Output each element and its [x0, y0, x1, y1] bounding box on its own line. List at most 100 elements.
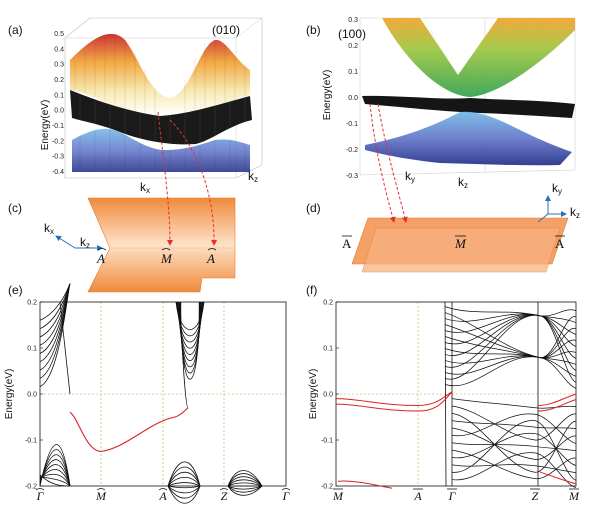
panel-a-ytick: -0.2 [52, 138, 64, 145]
band-surface-lower [72, 128, 250, 172]
panel-a-surface: (010) [212, 23, 240, 37]
bulk-band [39, 283, 71, 388]
panel-b-kz: kz [458, 175, 468, 190]
bulk-band [451, 464, 577, 474]
panel-f-ytick: 0.0 [323, 392, 333, 399]
bulk-band [167, 485, 201, 499]
panel-c-kx: kx [44, 221, 54, 236]
bulk-band [167, 482, 201, 487]
panel-d-point-A2: A [555, 236, 565, 251]
panel-f-xtick: A [413, 489, 422, 503]
panel-a-ytick: -0.4 [52, 169, 64, 176]
panel-f-label: (f) [306, 283, 317, 297]
bulk-band [39, 474, 71, 487]
panel-f-xtick: M [568, 489, 580, 503]
panel-b-ytick: -0.1 [346, 121, 358, 128]
bulk-band [451, 398, 577, 409]
surface-state [537, 399, 577, 412]
bulk-band [227, 485, 263, 496]
bulk-band [227, 485, 263, 490]
panel-a-ytick: -0.3 [52, 154, 64, 161]
bulk-band [451, 420, 577, 481]
panel-b-ytick: 0.3 [348, 17, 358, 24]
band-surface-lower-b [365, 111, 572, 166]
panel-e-ytick: -0.1 [25, 438, 37, 445]
panel-e-xtick: Γ [282, 489, 291, 503]
panel-e-xtick: Γ [36, 489, 45, 503]
bulk-band [227, 482, 263, 487]
slab-c [87, 197, 236, 293]
panel-b-ytick: -0.2 [346, 147, 358, 154]
panel-f-xtick: M [332, 489, 344, 503]
panel-e-xtick: Z [221, 489, 228, 503]
panel-a-ytick: 0.4 [54, 46, 64, 53]
panel-c-point-A1: A [96, 251, 105, 266]
surface-state [537, 393, 577, 406]
bulk-band [444, 356, 577, 377]
panel-a-label: (a) [8, 23, 23, 37]
bulk-band [451, 420, 577, 430]
panel-e-ylabel: Energy(eV) [4, 369, 15, 420]
panel-a-ytick: -0.1 [52, 123, 64, 130]
panel-a-ytick: 0.0 [54, 108, 64, 115]
bulk-band [227, 476, 263, 487]
panel-c-point-M: M [160, 251, 173, 266]
panel-b-ytick: 0.1 [348, 69, 358, 76]
bulk-band [167, 485, 201, 504]
panel-e: (e) 0.20.10.0-0.1-0.2Γ M A Z Γ Energy(eV) [4, 283, 291, 504]
panel-f-ytick: 0.2 [323, 300, 333, 307]
bulk-band [444, 313, 577, 323]
panel-d: (d) ky kz A M A [306, 103, 580, 273]
panel-b: (b) 0.30.20.10.0-0.1-0.2-0.3 Energy(eV) … [306, 17, 576, 190]
panel-a-ytick: 0.1 [54, 92, 64, 99]
bulk-band [444, 356, 577, 389]
bulk-band [167, 485, 201, 489]
panel-a-kx: kx [140, 180, 150, 195]
panel-a-yticks: 0.5 0.4 0.3 0.2 0.1 0.0 -0.1 -0.2 -0.3 -0.4 [52, 31, 64, 176]
surface-state [69, 407, 189, 453]
panel-e-ytick: -0.2 [25, 484, 37, 491]
bulk-band [167, 476, 201, 487]
bulk-band [167, 466, 201, 487]
surface-state [335, 391, 453, 407]
panel-a-ytick: 0.5 [54, 31, 64, 38]
bulk-band [451, 413, 577, 444]
panel-d-label: (d) [306, 201, 321, 215]
band-surface-upper [70, 33, 250, 116]
panel-f-ylabel: Energy(eV) [308, 369, 319, 420]
bulk-band [444, 315, 577, 383]
panel-f-ytick: -0.2 [321, 484, 333, 491]
panel-f-xtick: Γ [448, 489, 457, 503]
panel-a-ytick: 0.2 [54, 77, 64, 84]
panel-e-label: (e) [8, 283, 23, 297]
bulk-band [167, 485, 201, 494]
bulk-band [227, 479, 263, 487]
panel-a-kz: kz [248, 169, 258, 184]
panel-b-yticks: 0.3 0.2 0.1 0.0 -0.1 -0.2 -0.3 [346, 17, 358, 180]
panel-c-label: (c) [8, 201, 22, 215]
panel-a-ytick: 0.3 [54, 62, 64, 69]
bulk-band [39, 473, 71, 487]
panel-e-ytick: 0.0 [27, 392, 37, 399]
panel-f-ytick: -0.1 [321, 438, 333, 445]
bulk-band [451, 432, 577, 466]
bulk-band [451, 427, 577, 460]
panel-d-ky: ky [552, 181, 562, 196]
panel-c: (c) kx kz A M A [8, 111, 236, 293]
bulk-band [451, 442, 577, 452]
bulk-band [167, 471, 201, 487]
bulk-band [451, 412, 577, 473]
panel-b-label: (b) [306, 23, 321, 37]
panel-c-point-A2: A [206, 251, 215, 266]
band-surface-middle [70, 90, 252, 145]
panel-d-point-A1: A [342, 236, 352, 251]
panel-e-xtick: M [95, 489, 107, 503]
panel-d-kz: kz [570, 205, 580, 220]
bulk-band [227, 485, 263, 493]
panel-f-plot: 0.20.10.0-0.1-0.2M A Γ Z M [321, 300, 580, 504]
panel-e-ytick: 0.2 [27, 300, 37, 307]
panel-e-xtick: A [158, 489, 167, 503]
panel-f: (f) 0.20.10.0-0.1-0.2M A Γ Z M Energy(eV) [306, 283, 580, 503]
bulk-band [451, 449, 577, 480]
